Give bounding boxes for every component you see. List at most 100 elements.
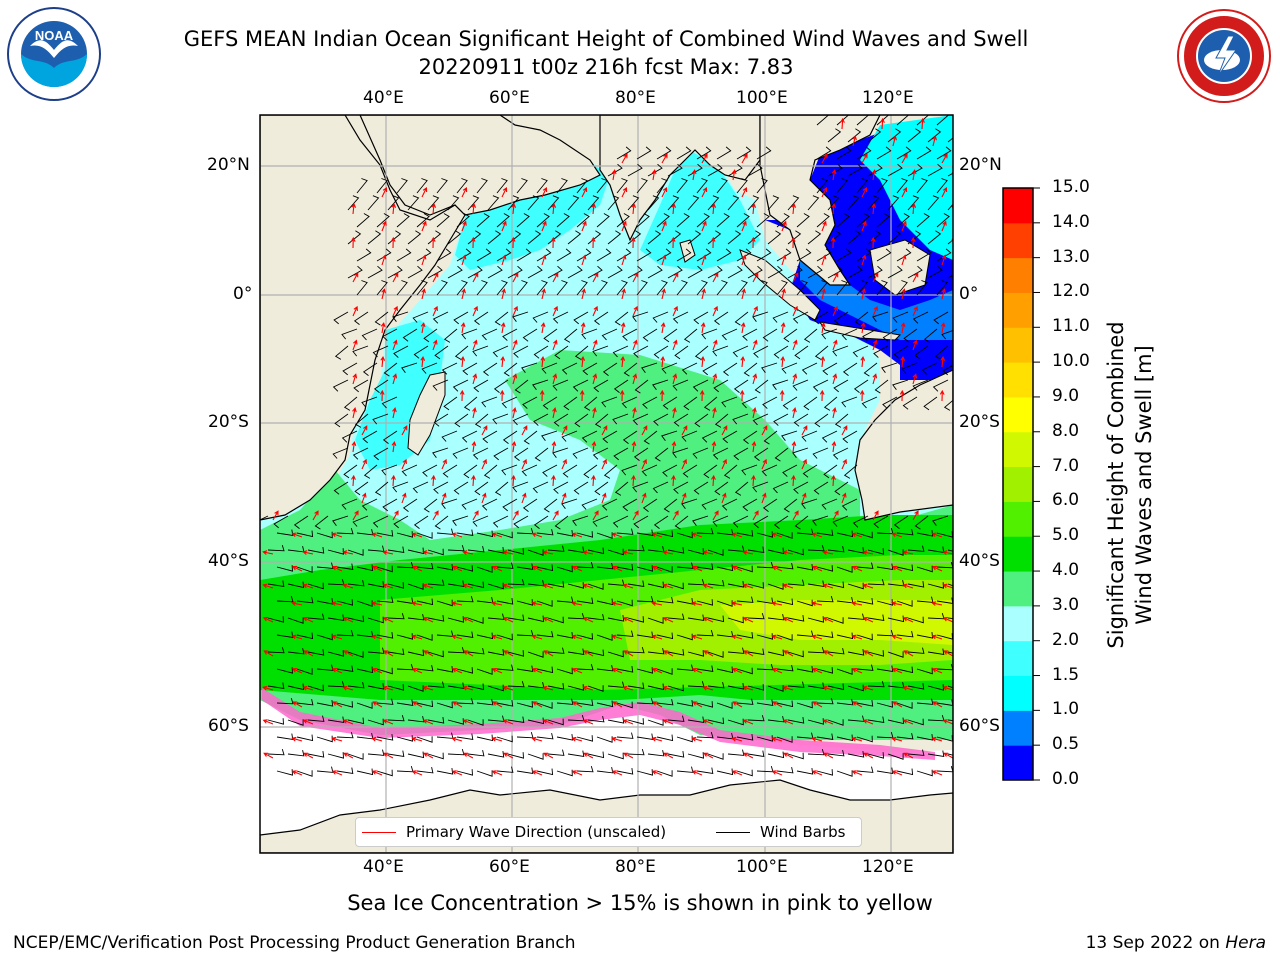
wind-barb (667, 751, 685, 758)
wind-barb (636, 248, 652, 262)
wind-barb (816, 595, 834, 603)
wave-direction-arrow (851, 668, 863, 674)
wind-barb (447, 748, 465, 756)
wind-barb (487, 613, 505, 620)
wind-barb (416, 248, 432, 262)
wave-direction-arrow (463, 752, 474, 759)
wind-barb (476, 770, 493, 777)
wave-direction-arrow (702, 583, 714, 589)
wind-barb (813, 311, 829, 325)
wave-direction-arrow (912, 510, 919, 521)
wave-direction-arrow (940, 322, 946, 334)
wave-direction-arrow (543, 650, 554, 657)
wave-direction-arrow (371, 736, 383, 742)
wind-barb (736, 667, 753, 675)
wind-barb (596, 213, 610, 228)
wind-barb (676, 664, 694, 671)
wind-barb (896, 733, 914, 740)
wind-barb (887, 549, 904, 556)
wave-direction-arrow (561, 425, 568, 436)
wave-direction-arrow (841, 458, 847, 470)
wind-barb (673, 481, 689, 494)
wind-barb (801, 498, 818, 509)
wind-barb (692, 379, 709, 392)
wave-direction-arrow (872, 272, 879, 283)
wave-direction-arrow (462, 550, 474, 555)
wave-direction-arrow (432, 339, 438, 351)
wave-direction-arrow (651, 634, 663, 640)
wave-direction-arrow (592, 339, 598, 351)
wind-barb (287, 581, 305, 589)
wind-barb (627, 616, 644, 623)
footer-credit: NCEP/EMC/Verification Post Processing Pr… (13, 933, 576, 953)
wave-direction-arrow (902, 550, 914, 555)
wind-barb (772, 481, 789, 494)
wind-barb (753, 345, 769, 358)
wind-barb (756, 735, 773, 742)
wave-direction-arrow (742, 617, 754, 623)
wind-barb (436, 768, 454, 775)
wave-direction-arrow (721, 492, 727, 504)
wave-direction-arrow (771, 736, 783, 742)
colorbar-segment (1003, 222, 1033, 259)
wind-barb (716, 529, 734, 536)
wave-direction-arrow (661, 186, 668, 198)
wave-direction-arrow (920, 117, 925, 130)
colorbar-segment (1003, 605, 1033, 642)
wind-barb (807, 265, 823, 279)
wave-direction-arrow (711, 440, 717, 453)
wave-direction-arrow (779, 389, 785, 402)
wind-barb (734, 481, 749, 496)
wind-barb (567, 582, 584, 589)
wave-direction-arrow (750, 236, 756, 249)
wind-barb (374, 481, 389, 496)
wind-barb (927, 648, 945, 656)
wind-barb (836, 632, 854, 640)
wave-direction-arrow (331, 770, 343, 776)
wind-barb (334, 413, 349, 428)
wave-direction-arrow (691, 601, 703, 606)
wind-barb (476, 668, 493, 675)
wave-direction-arrow (872, 373, 878, 385)
wave-direction-arrow (743, 752, 754, 759)
wind-barb (876, 599, 893, 606)
wave-direction-arrow (420, 355, 426, 368)
wind-barb (412, 311, 429, 323)
wave-direction-arrow (662, 719, 674, 725)
wind-barb (447, 265, 463, 279)
wave-direction-arrow (831, 440, 837, 453)
wind-barb (376, 280, 388, 296)
wind-barb (647, 617, 664, 624)
wind-barb (296, 597, 314, 604)
wind-barb (596, 178, 608, 194)
wind-barb (816, 631, 834, 639)
wind-barb (267, 646, 285, 654)
wind-barb (341, 430, 358, 443)
wind-barb (456, 248, 472, 262)
wave-direction-arrow (392, 407, 397, 419)
wind-barb (896, 248, 912, 262)
wind-barb (336, 767, 354, 775)
wave-direction-arrow (792, 510, 799, 521)
wind-barb (536, 564, 554, 572)
wave-direction-arrow (731, 736, 743, 742)
wind-barb (367, 616, 384, 624)
wind-barb (496, 178, 508, 194)
wind-barb (393, 515, 409, 529)
wind-barb (476, 178, 488, 194)
wind-barb (602, 430, 618, 444)
wind-barb (527, 265, 543, 279)
wave-direction-arrow (571, 668, 583, 674)
wind-barb (356, 248, 372, 262)
wave-direction-arrow (910, 236, 916, 249)
wind-barb (516, 563, 534, 571)
wind-barb (656, 530, 674, 538)
wind-barb (767, 265, 783, 279)
wind-barb (957, 214, 969, 228)
wave-direction-arrow (791, 474, 796, 487)
wave-direction-arrow (830, 236, 836, 249)
wave-direction-arrow (691, 532, 703, 538)
wind-barb (416, 598, 434, 606)
wave-direction-arrow (752, 272, 759, 283)
wind-barb (296, 734, 314, 742)
